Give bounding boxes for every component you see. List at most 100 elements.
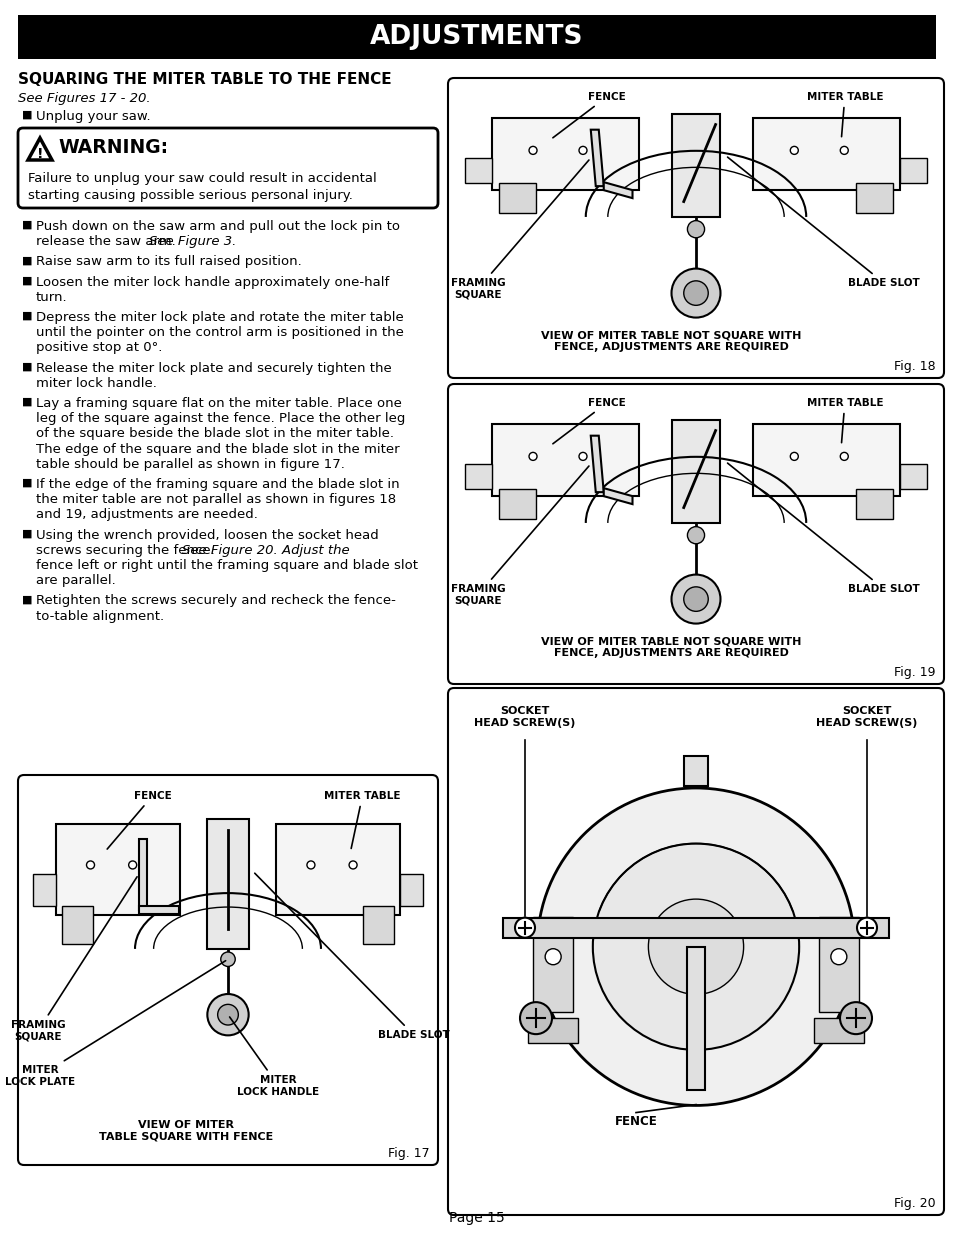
Text: and 19, adjustments are needed.: and 19, adjustments are needed. xyxy=(36,509,257,521)
FancyBboxPatch shape xyxy=(62,906,92,944)
Circle shape xyxy=(578,147,586,154)
Text: FENCE: FENCE xyxy=(614,1114,657,1128)
Text: the miter table are not parallel as shown in figures 18: the miter table are not parallel as show… xyxy=(36,493,395,506)
FancyBboxPatch shape xyxy=(448,688,943,1215)
Text: Unplug your saw.: Unplug your saw. xyxy=(36,110,151,124)
Text: MITER TABLE: MITER TABLE xyxy=(805,91,882,137)
FancyBboxPatch shape xyxy=(465,158,492,183)
FancyBboxPatch shape xyxy=(498,489,536,519)
Text: See Figure 20. Adjust the: See Figure 20. Adjust the xyxy=(182,543,349,557)
Text: ADJUSTMENTS: ADJUSTMENTS xyxy=(370,23,583,49)
Text: Loosen the miter lock handle approximately one-half: Loosen the miter lock handle approximate… xyxy=(36,275,389,289)
Circle shape xyxy=(687,526,704,543)
FancyBboxPatch shape xyxy=(900,463,925,489)
FancyBboxPatch shape xyxy=(855,489,892,519)
FancyBboxPatch shape xyxy=(18,15,935,59)
FancyBboxPatch shape xyxy=(448,384,943,684)
FancyBboxPatch shape xyxy=(33,874,55,906)
Text: BLADE SLOT: BLADE SLOT xyxy=(727,463,919,594)
Circle shape xyxy=(529,147,537,154)
Circle shape xyxy=(129,861,136,869)
Text: MITER TABLE: MITER TABLE xyxy=(324,790,400,848)
Text: FRAMING
SQUARE: FRAMING SQUARE xyxy=(10,877,137,1041)
Text: until the pointer on the control arm is positioned in the: until the pointer on the control arm is … xyxy=(36,326,403,340)
Text: BLADE SLOT: BLADE SLOT xyxy=(254,873,449,1040)
Text: BLADE SLOT: BLADE SLOT xyxy=(727,157,919,288)
Text: WARNING:: WARNING: xyxy=(58,138,168,157)
Circle shape xyxy=(87,861,94,869)
FancyBboxPatch shape xyxy=(207,820,249,948)
Text: ■: ■ xyxy=(22,529,32,538)
Polygon shape xyxy=(590,130,603,186)
Text: SOCKET
HEAD SCREW(S): SOCKET HEAD SCREW(S) xyxy=(816,706,917,727)
Circle shape xyxy=(687,221,704,238)
Text: FRAMING
SQUARE: FRAMING SQUARE xyxy=(450,466,588,605)
Circle shape xyxy=(519,1002,552,1034)
FancyBboxPatch shape xyxy=(686,947,704,1089)
Circle shape xyxy=(544,948,560,965)
Circle shape xyxy=(515,918,535,937)
Circle shape xyxy=(217,1004,238,1025)
Text: MITER
LOCK PLATE: MITER LOCK PLATE xyxy=(5,961,226,1087)
Text: Push down on the saw arm and pull out the lock pin to: Push down on the saw arm and pull out th… xyxy=(36,220,399,233)
Polygon shape xyxy=(603,488,632,504)
FancyBboxPatch shape xyxy=(138,839,147,910)
Circle shape xyxy=(856,918,876,937)
FancyBboxPatch shape xyxy=(813,1018,863,1044)
Text: FENCE: FENCE xyxy=(553,398,625,443)
Text: release the saw arm.: release the saw arm. xyxy=(36,235,180,248)
Text: If the edge of the framing square and the blade slot in: If the edge of the framing square and th… xyxy=(36,478,399,492)
FancyBboxPatch shape xyxy=(671,115,720,217)
Text: VIEW OF MITER TABLE NOT SQUARE WITH
FENCE, ADJUSTMENTS ARE REQUIRED: VIEW OF MITER TABLE NOT SQUARE WITH FENC… xyxy=(540,636,801,657)
Text: MITER
LOCK HANDLE: MITER LOCK HANDLE xyxy=(230,1016,319,1097)
Polygon shape xyxy=(28,138,52,161)
Polygon shape xyxy=(590,436,603,493)
Circle shape xyxy=(840,1002,871,1034)
Text: of the square beside the blade slot in the miter table.: of the square beside the blade slot in t… xyxy=(36,427,394,441)
Text: are parallel.: are parallel. xyxy=(36,574,115,587)
FancyBboxPatch shape xyxy=(138,906,178,914)
FancyBboxPatch shape xyxy=(683,756,707,785)
FancyBboxPatch shape xyxy=(752,117,900,190)
Text: See Figure 3.: See Figure 3. xyxy=(150,235,236,248)
Text: !: ! xyxy=(37,147,43,161)
FancyBboxPatch shape xyxy=(18,776,437,1165)
Circle shape xyxy=(840,147,847,154)
Circle shape xyxy=(529,452,537,461)
Text: turn.: turn. xyxy=(36,290,68,304)
Text: table should be parallel as shown in figure 17.: table should be parallel as shown in fig… xyxy=(36,458,345,471)
Text: starting causing possible serious personal injury.: starting causing possible serious person… xyxy=(28,189,353,203)
Circle shape xyxy=(789,452,798,461)
FancyBboxPatch shape xyxy=(18,128,437,207)
Text: FRAMING
SQUARE: FRAMING SQUARE xyxy=(450,161,588,300)
Text: ■: ■ xyxy=(22,594,32,604)
Circle shape xyxy=(830,948,846,965)
Text: MITER TABLE: MITER TABLE xyxy=(805,398,882,442)
Circle shape xyxy=(671,574,720,624)
Circle shape xyxy=(789,147,798,154)
Text: leg of the square against the fence. Place the other leg: leg of the square against the fence. Pla… xyxy=(36,412,405,425)
Text: screws securing the fence.: screws securing the fence. xyxy=(36,543,219,557)
Text: ■: ■ xyxy=(22,275,32,285)
Circle shape xyxy=(840,452,847,461)
Circle shape xyxy=(349,861,356,869)
Text: fence left or right until the framing square and blade slot: fence left or right until the framing sq… xyxy=(36,559,417,572)
FancyBboxPatch shape xyxy=(533,916,573,1011)
Circle shape xyxy=(220,952,235,967)
Circle shape xyxy=(671,268,720,317)
FancyBboxPatch shape xyxy=(55,824,179,915)
Circle shape xyxy=(537,788,854,1105)
Text: Using the wrench provided, loosen the socket head: Using the wrench provided, loosen the so… xyxy=(36,529,378,542)
Text: Fig. 20: Fig. 20 xyxy=(893,1197,935,1210)
FancyBboxPatch shape xyxy=(502,918,888,937)
Text: Failure to unplug your saw could result in accidental: Failure to unplug your saw could result … xyxy=(28,172,376,185)
FancyBboxPatch shape xyxy=(276,824,399,915)
Text: Release the miter lock plate and securely tighten the: Release the miter lock plate and securel… xyxy=(36,362,392,374)
Circle shape xyxy=(592,844,799,1050)
Circle shape xyxy=(307,861,314,869)
Text: Depress the miter lock plate and rotate the miter table: Depress the miter lock plate and rotate … xyxy=(36,311,403,324)
FancyBboxPatch shape xyxy=(492,117,639,190)
FancyBboxPatch shape xyxy=(465,463,492,489)
Text: Fig. 19: Fig. 19 xyxy=(894,666,935,679)
Text: SQUARING THE MITER TABLE TO THE FENCE: SQUARING THE MITER TABLE TO THE FENCE xyxy=(18,72,392,86)
